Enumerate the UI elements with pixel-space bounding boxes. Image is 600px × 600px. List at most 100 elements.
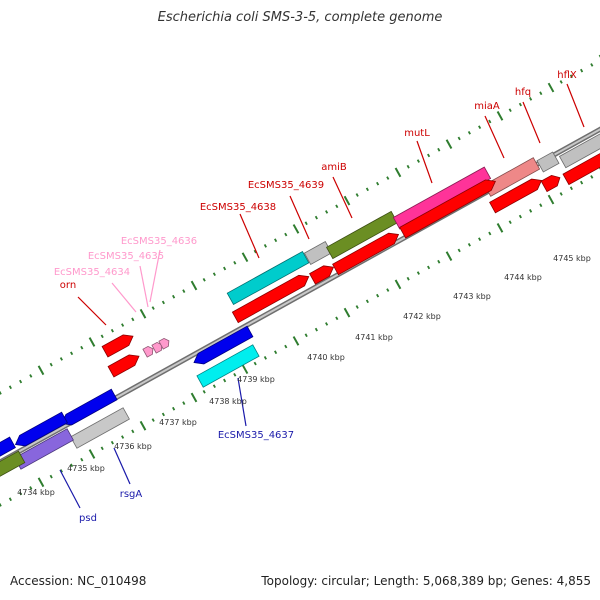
tick-minor (325, 210, 329, 214)
tick-minor (80, 457, 84, 462)
label-leaders (59, 83, 585, 509)
tick-minor (151, 418, 155, 422)
tick-minor (131, 429, 135, 434)
tick-minor (518, 214, 522, 219)
tick-minor (274, 238, 278, 243)
tick-minor (580, 180, 584, 185)
tick-major (394, 167, 402, 178)
tick-minor (182, 289, 186, 293)
tick-minor (365, 187, 369, 192)
tick-minor (427, 153, 431, 158)
scale-labels: 4734 kbp 4735 kbp 4736 kbp 4737 kbp 4738 kbp… (17, 254, 591, 497)
gene-ecsms35-4635-leader (139, 265, 149, 308)
tick-minor (223, 266, 227, 271)
scale-label-11: 4745 kbp (553, 254, 591, 263)
scale-label-3: 4737 kbp (159, 418, 197, 427)
gene-amib-leader (332, 176, 353, 219)
gene-rsga-upper (61, 388, 118, 426)
tick-minor (427, 265, 431, 270)
tick-minor (580, 68, 584, 73)
tick-major (496, 110, 504, 121)
tick-major (547, 194, 555, 205)
tick-minor (376, 181, 380, 186)
tick-minor (314, 215, 318, 220)
tick-minor (335, 204, 339, 209)
tick-major (292, 336, 300, 346)
gene-rsga-label: rsgA (120, 489, 143, 500)
tick-minor (121, 323, 125, 327)
tick-minor (437, 259, 441, 264)
gene-ecsms35-4634-label: EcSMS35_4634 (54, 267, 130, 278)
gene-amib (332, 232, 400, 276)
scale-label-9: 4743 kbp (453, 292, 491, 301)
gene-hflx (562, 153, 600, 186)
tick-minor (467, 242, 471, 247)
tick-minor (263, 356, 267, 360)
tick-major (445, 251, 453, 261)
gene-miaa-leader (484, 115, 505, 159)
tick-minor (508, 108, 512, 113)
gene-ecsms35-4636-label: EcSMS35_4636 (121, 236, 197, 247)
gene-ecsms35-4636-leader (149, 249, 161, 303)
tick-minor (284, 232, 288, 237)
gene-orn-lower (107, 354, 140, 378)
gene-ecsms35-4637-upper (193, 325, 254, 365)
cog-track (0, 133, 600, 477)
tick-minor (49, 474, 53, 479)
tick-minor (559, 80, 563, 84)
tick-minor (386, 288, 390, 292)
gene-hfq-leader (522, 101, 541, 144)
tick-minor (29, 486, 33, 490)
gene-track (0, 153, 600, 457)
tick-major (343, 307, 351, 318)
scale-label-6: 4740 kbp (307, 353, 345, 362)
tick-minor (478, 237, 482, 241)
tick-minor (488, 119, 492, 124)
gene-mutl-leader (416, 140, 433, 184)
tick-minor (386, 176, 390, 180)
tick-minor (70, 463, 74, 468)
tick-minor (29, 374, 33, 378)
tick-minor (0, 391, 2, 395)
tick-minor (314, 327, 318, 332)
scale-label-8: 4742 kbp (403, 312, 441, 321)
tick-minor (355, 305, 359, 309)
gene-mutl (399, 179, 496, 239)
tick-minor (416, 159, 420, 163)
tick-minor (161, 412, 165, 417)
tick-minor (80, 345, 84, 350)
tick-major (190, 280, 198, 291)
gene-hflx-leader (566, 83, 585, 128)
tick-minor (467, 130, 471, 135)
gene-orn-label: orn (60, 280, 76, 291)
tick-minor (233, 261, 237, 265)
tick-major (292, 224, 300, 234)
gene-ecsms35-4637-label: EcSMS35_4637 (218, 430, 294, 441)
gene-orn-leader (77, 296, 107, 326)
gene-partial-left (0, 436, 16, 457)
gene-ecsms35-4635-label: EcSMS35_4635 (88, 251, 164, 262)
tick-minor (70, 351, 74, 356)
cog-ecsms35-4639 (303, 240, 333, 266)
tick-major (241, 252, 249, 263)
tick-minor (100, 334, 104, 339)
gene-ecsms35-4634 (142, 345, 154, 358)
topology-text: Topology: circular; Length: 5,068,389 bp… (261, 574, 591, 588)
tick-minor (253, 361, 257, 366)
gene-amib-label: amiB (321, 162, 347, 173)
cog-ecsms35-4637 (196, 344, 260, 388)
gene-ecsms35-4636 (158, 337, 170, 350)
tick-minor (202, 389, 206, 394)
tick-minor (172, 294, 176, 299)
tick-minor (335, 316, 339, 321)
tick-minor (304, 333, 308, 338)
tick-minor (151, 306, 155, 310)
gene-ecsms35-4638 (231, 274, 310, 324)
tick-minor (0, 503, 2, 507)
tick-minor (110, 440, 114, 445)
tick-minor (518, 102, 522, 107)
gene-mutl-label: mutL (404, 128, 430, 139)
gene-ecsms35-4637-leader (237, 377, 247, 427)
tick-minor (212, 272, 216, 276)
tick-minor (406, 276, 410, 281)
